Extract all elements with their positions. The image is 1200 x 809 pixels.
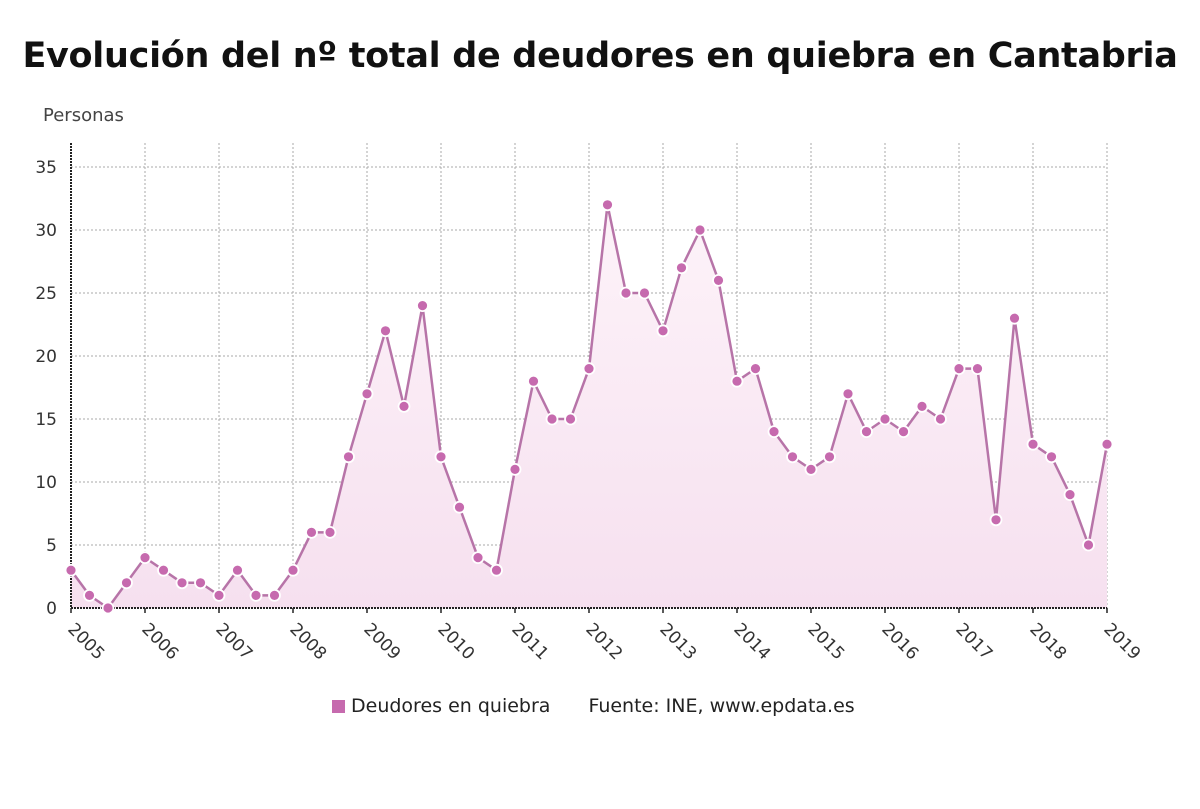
legend-swatch — [332, 699, 345, 713]
x-tick-label: 2012 — [581, 619, 626, 664]
y-tick-label: 15 — [35, 410, 57, 430]
data-point — [656, 324, 670, 338]
data-point — [1082, 538, 1095, 552]
data-point — [952, 362, 966, 376]
x-tick-label: 2009 — [359, 619, 404, 664]
data-point — [582, 362, 596, 376]
data-point — [83, 589, 96, 602]
data-point — [249, 589, 263, 602]
data-point — [64, 563, 78, 577]
y-tick-label: 25 — [35, 284, 57, 304]
data-point — [619, 286, 633, 300]
data-point — [693, 223, 707, 237]
data-point — [101, 601, 115, 615]
data-point — [601, 198, 614, 212]
data-point — [508, 462, 522, 476]
data-point — [804, 462, 818, 476]
data-point — [342, 450, 355, 464]
series-area — [71, 204, 1107, 609]
data-point — [194, 576, 207, 590]
data-point — [416, 299, 429, 313]
line-chart: 0 5 10 15 20 25 30 35 2005 2006 2007 2008 2009 2010 20… — [35, 143, 1144, 664]
y-tick-label: 10 — [35, 473, 57, 493]
data-point — [823, 450, 836, 464]
data-point — [1045, 450, 1058, 464]
data-point — [564, 412, 577, 426]
data-point — [157, 563, 170, 577]
data-point — [471, 551, 485, 564]
y-axis-label: Personas — [43, 105, 124, 126]
data-point — [323, 526, 337, 539]
x-tick-label: 2019 — [1099, 619, 1144, 664]
source-note: Fuente: INE, www.epdata.es — [588, 695, 855, 717]
data-point — [212, 589, 226, 602]
data-point — [1026, 437, 1040, 451]
data-point — [712, 273, 725, 287]
legend: Deudores en quiebra Fuente: INE, www.epd… — [332, 695, 855, 717]
data-point — [545, 412, 559, 426]
data-point — [1100, 437, 1114, 451]
x-tick-label: 2014 — [729, 619, 774, 664]
data-point — [767, 425, 781, 439]
data-point — [286, 563, 300, 577]
data-point — [675, 261, 688, 275]
y-tick-label: 0 — [46, 599, 57, 619]
data-point — [638, 286, 651, 300]
data-point — [786, 450, 799, 464]
x-tick-label: 2006 — [137, 619, 182, 664]
data-point — [175, 576, 189, 590]
data-point — [490, 563, 503, 577]
data-point — [1063, 488, 1077, 502]
x-tick-label: 2007 — [211, 619, 256, 664]
data-point — [268, 589, 281, 602]
data-point — [878, 412, 892, 426]
data-point — [934, 412, 947, 426]
chart-title: Evolución del nº total de deudores en qu… — [22, 36, 1178, 76]
data-point — [841, 387, 855, 401]
data-point — [860, 425, 873, 439]
data-point — [730, 374, 744, 388]
y-tick-label: 35 — [35, 158, 57, 178]
data-point — [120, 576, 133, 590]
data-point — [138, 551, 152, 564]
x-tick-label: 2017 — [951, 619, 996, 664]
data-point — [453, 500, 466, 514]
x-tick-label: 2005 — [63, 619, 108, 664]
x-tick-label: 2016 — [877, 619, 922, 664]
data-point — [897, 425, 910, 439]
data-point — [1008, 311, 1021, 325]
data-point — [305, 526, 318, 539]
x-tick-label: 2008 — [285, 619, 330, 664]
x-tick-label: 2010 — [433, 619, 478, 664]
y-tick-label: 20 — [35, 347, 57, 367]
x-tick-label: 2011 — [507, 619, 552, 664]
x-tick-label: 2013 — [655, 619, 700, 664]
data-point — [397, 399, 411, 413]
data-point — [749, 362, 762, 376]
data-point — [434, 450, 448, 464]
y-tick-label: 30 — [35, 221, 57, 241]
legend-label: Deudores en quiebra — [351, 695, 551, 717]
x-tick-label: 2015 — [803, 619, 848, 664]
data-point — [527, 374, 540, 388]
x-tick-label: 2018 — [1025, 619, 1070, 664]
data-point — [989, 513, 1003, 527]
data-point — [915, 399, 929, 413]
data-point — [231, 563, 244, 577]
y-tick-label: 5 — [46, 536, 57, 556]
data-point — [971, 362, 984, 376]
data-point — [379, 324, 392, 338]
data-point — [360, 387, 374, 401]
